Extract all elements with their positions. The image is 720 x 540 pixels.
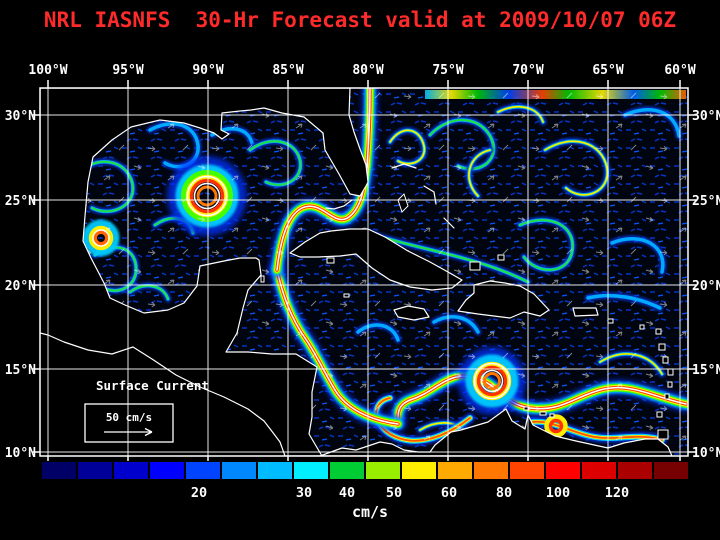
lon-axis: 100°W 95°W 90°W 85°W 80°W 75°W 70°W 65°W…: [28, 63, 695, 78]
colorbar-block: [474, 462, 508, 479]
map-area: [40, 88, 688, 456]
colorbar-block: [654, 462, 688, 479]
axis-ticks: [32, 80, 696, 461]
lat-axis-left: 30°N 25°N 20°N 15°N 10°N: [5, 109, 36, 461]
lat-label: 25°N: [692, 194, 720, 209]
colorbar-block: [438, 462, 472, 479]
colorbar-block: [546, 462, 580, 479]
colorbar: [42, 462, 688, 479]
scale-label: 50 cm/s: [106, 411, 152, 424]
annotation-label: Surface Current: [96, 378, 209, 393]
colorbar-block: [150, 462, 184, 479]
lat-label: 15°N: [692, 363, 720, 378]
colorbar-block: [366, 462, 400, 479]
lon-label: 70°W: [512, 63, 543, 78]
lon-label: 80°W: [352, 63, 383, 78]
lat-label: 25°N: [5, 194, 36, 209]
lon-label: 75°W: [432, 63, 463, 78]
turks-island: [497, 254, 505, 261]
colorbar-block: [402, 462, 436, 479]
lon-label: 90°W: [192, 63, 223, 78]
florida-keys: [325, 199, 353, 210]
isla-juventud: [326, 257, 335, 264]
colorbar-block: [330, 462, 364, 479]
colorbar-block: [582, 462, 616, 479]
puerto-rico-coast: [572, 307, 599, 317]
lat-label: 15°N: [5, 363, 36, 378]
colorbar-tick: 50: [386, 485, 402, 501]
cozumel-island: [260, 275, 265, 283]
coastlines: [40, 88, 674, 456]
scale-arrow: [104, 427, 153, 437]
colorbar-tick: 100: [546, 485, 570, 501]
colorbar-tick: 80: [496, 485, 512, 501]
colorbar-block: [42, 462, 76, 479]
lat-axis-right: 30°N 25°N 20°N 15°N 10°N: [692, 109, 720, 461]
colorbar-block: [114, 462, 148, 479]
lon-label: 95°W: [112, 63, 143, 78]
lat-label: 20°N: [692, 279, 720, 294]
lat-label: 30°N: [692, 109, 720, 124]
abc-islands: [523, 406, 555, 418]
lon-label: 65°W: [592, 63, 623, 78]
colorbar-tick: 20: [191, 485, 207, 501]
south-america-coast: [319, 408, 673, 456]
cayman-island: [343, 293, 350, 298]
colorbar-tick: 60: [441, 485, 457, 501]
lat-label: 30°N: [5, 109, 36, 124]
map-frame: [39, 87, 689, 457]
colorbar-block: [294, 462, 328, 479]
lat-label: 10°N: [692, 446, 720, 461]
annotation-group: Surface Current 50 cm/s: [84, 378, 209, 443]
graticule: [40, 88, 688, 456]
colorbar-block: [78, 462, 112, 479]
colorbar-block: [618, 462, 652, 479]
north-central-america-coast: [40, 88, 369, 456]
colorbar-block: [510, 462, 544, 479]
lon-label: 85°W: [272, 63, 303, 78]
colorbar-tick: 40: [339, 485, 355, 501]
hispaniola-coast: [457, 280, 550, 319]
lat-label: 20°N: [5, 279, 36, 294]
lat-label: 10°N: [5, 446, 36, 461]
great-inagua-island: [469, 261, 481, 271]
colorbar-block: [186, 462, 220, 479]
colorbar-unit: cm/s: [352, 503, 388, 521]
colorbar-tick: 30: [296, 485, 312, 501]
andros-island: [397, 193, 409, 213]
cuba-coast: [289, 228, 463, 291]
colorbar-block: [222, 462, 256, 479]
page-title: NRL IASNFS 30-Hr Forecast valid at 2009/…: [44, 8, 676, 32]
lon-label: 100°W: [28, 63, 67, 78]
scale-box: [84, 403, 174, 443]
jamaica-coast: [393, 305, 430, 321]
colorbar-block: [258, 462, 292, 479]
lon-label: 60°W: [664, 63, 695, 78]
colorbar-tick: 120: [605, 485, 629, 501]
pacific-ocean-mask: [40, 333, 285, 456]
colorbar-labels: 20 30 40 50 60 80 100 120: [191, 485, 629, 501]
trinidad-island: [657, 429, 669, 440]
